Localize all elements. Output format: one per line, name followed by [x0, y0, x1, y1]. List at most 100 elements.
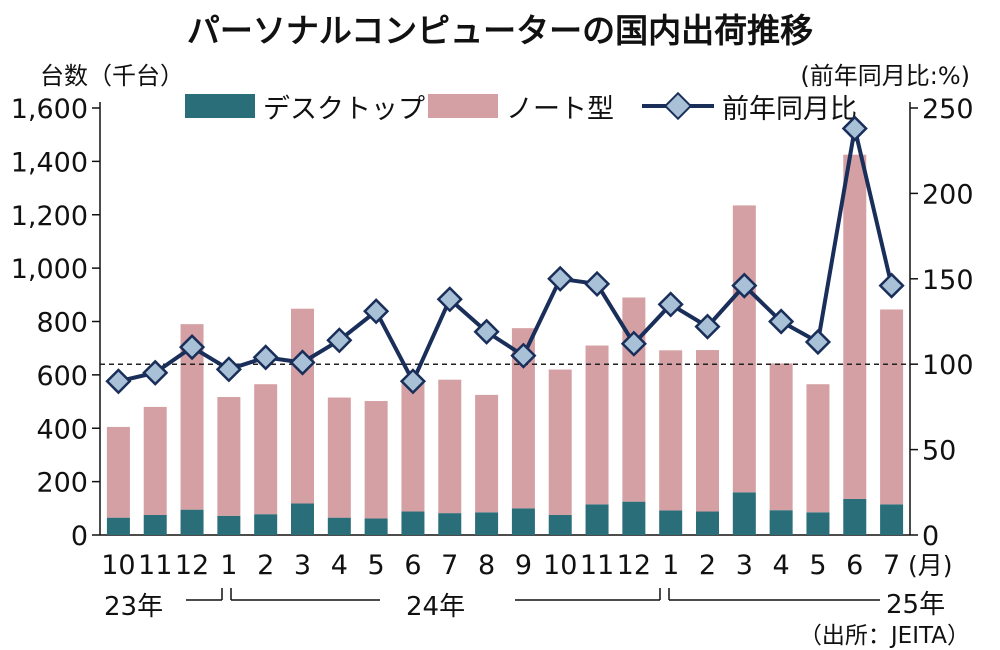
left-axis-unit: 台数（千台）: [40, 62, 184, 90]
right-tick-label: 200: [922, 179, 974, 210]
bar-notebook: [475, 394, 499, 513]
yoy-marker: [510, 342, 537, 369]
bar-notebook: [327, 397, 351, 518]
bar-desktop: [806, 512, 830, 535]
yoy-marker: [289, 349, 316, 376]
bar-notebook: [180, 324, 204, 510]
year-label-2024: 24年: [406, 592, 466, 622]
x-tick-label: 3: [736, 550, 753, 581]
legend-desktop: デスクトップ: [185, 88, 425, 125]
yoy-marker: [547, 265, 574, 292]
right-tick-label: 100: [922, 350, 974, 381]
bar-desktop: [511, 508, 535, 535]
bar-desktop: [696, 511, 719, 535]
yoy-marker: [436, 286, 463, 313]
x-tick-label: 12: [175, 550, 209, 581]
yoy-marker: [363, 298, 390, 325]
left-tick-label: 1,200: [11, 201, 88, 232]
bar-desktop: [291, 503, 314, 535]
yoy-marker: [399, 368, 427, 395]
yoy-marker: [620, 330, 647, 357]
bar-desktop: [732, 492, 756, 535]
x-tick-label: 12: [617, 550, 651, 581]
bar-desktop: [769, 510, 793, 535]
yoy-marker: [694, 313, 721, 340]
bar-desktop: [438, 513, 462, 535]
yoy-marker: [178, 334, 206, 361]
bar-desktop: [548, 514, 572, 535]
bar-notebook: [511, 328, 535, 509]
bar-notebook: [291, 308, 314, 504]
bar-desktop: [143, 514, 167, 535]
yoy-marker: [731, 272, 758, 299]
bar-notebook: [696, 350, 719, 512]
bar-notebook: [769, 363, 793, 511]
right-tick-label: 0: [922, 521, 939, 552]
yoy-marker: [657, 291, 684, 318]
bar-notebook: [143, 406, 167, 515]
left-tick-label: 1,400: [11, 147, 88, 178]
left-tick-label: 0: [71, 521, 88, 552]
bar-desktop: [217, 515, 241, 535]
x-tick-label: 2: [257, 550, 274, 581]
x-tick-label: 5: [809, 550, 826, 581]
bar-desktop: [659, 510, 683, 535]
bar-notebook: [106, 426, 130, 518]
x-tick-label: 4: [331, 550, 348, 581]
yoy-marker: [878, 272, 905, 299]
bar-desktop: [843, 498, 867, 535]
legend-yoy-swatch: [642, 91, 714, 121]
yoy-line: [117, 126, 894, 384]
bar-notebook: [880, 309, 904, 505]
bar-desktop: [364, 518, 388, 535]
source-note: （出所：JEITA）: [798, 623, 970, 649]
chart-title: パーソナルコンピューターの国内出荷推移: [186, 11, 814, 50]
bar-notebook: [659, 350, 683, 511]
legend-desktop-label: デスクトップ: [263, 93, 425, 125]
x-tick-label: 7: [883, 550, 900, 581]
right-tick-label: 50: [922, 436, 956, 467]
x-tick-label: 4: [773, 550, 790, 581]
legend-notebook-swatch: [428, 94, 498, 118]
bar-desktop: [622, 501, 646, 535]
left-tick-label: 600: [36, 361, 88, 392]
bar-notebook: [806, 384, 830, 513]
bar-desktop: [585, 504, 609, 535]
yoy-marker: [473, 318, 500, 345]
x-tick-label: 10: [101, 550, 135, 581]
bar-desktop: [475, 512, 499, 535]
month-unit: (月): [908, 551, 953, 580]
yoy-marker: [105, 368, 132, 395]
x-tick-label: 3: [294, 550, 311, 581]
x-tick-label: 11: [580, 550, 614, 581]
x-tick-label: 8: [478, 550, 495, 581]
x-tick-label: 11: [138, 550, 172, 581]
x-tick-label: 10: [543, 550, 577, 581]
legend-desktop-swatch: [185, 94, 255, 118]
bar-notebook: [217, 397, 241, 516]
legend-notebook-label: ノート型: [506, 93, 614, 125]
bar-desktop: [254, 514, 278, 535]
legend-yoy: 前年同月比: [640, 88, 857, 125]
right-tick-label: 150: [922, 265, 974, 296]
bar-desktop: [327, 517, 351, 535]
left-tick-label: 1,600: [11, 94, 88, 125]
x-tick-label: 6: [404, 550, 421, 581]
yoy-marker: [215, 356, 242, 383]
bar-desktop: [880, 504, 904, 535]
bar-notebook: [585, 345, 609, 505]
bar-notebook: [843, 154, 867, 499]
left-tick-label: 400: [36, 414, 88, 445]
year-label-2023: 23年: [104, 592, 164, 622]
x-tick-label: 1: [220, 550, 237, 581]
yoy-marker: [142, 359, 169, 386]
left-tick-label: 800: [36, 308, 88, 339]
right-tick-label: 250: [922, 94, 974, 125]
x-tick-label: 2: [699, 550, 716, 581]
bar-notebook: [438, 379, 462, 514]
yoy-marker: [841, 115, 868, 142]
left-tick-label: 1,000: [11, 254, 88, 285]
x-tick-label: 9: [515, 550, 532, 581]
yoy-marker: [326, 327, 353, 354]
